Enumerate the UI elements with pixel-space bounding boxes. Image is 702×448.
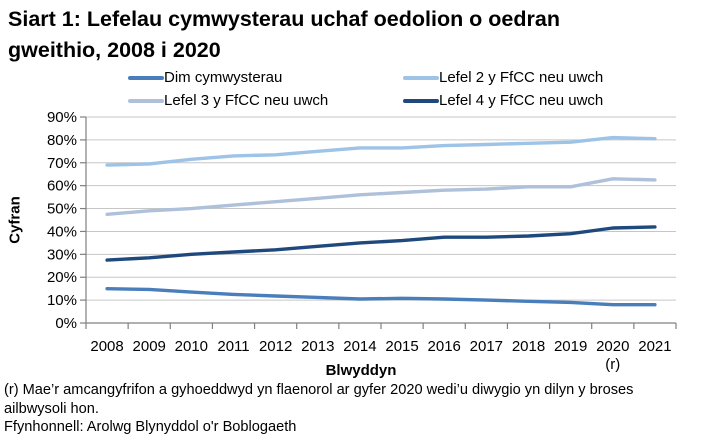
- x-tick-label: 2014: [343, 338, 376, 355]
- y-tick-label: 30%: [47, 246, 77, 263]
- x-tick-label: 2021: [638, 338, 671, 355]
- chart-title: Siart 1: Lefelau cymwysterau uchaf oedol…: [8, 7, 560, 62]
- x-tick-label: 2008: [90, 338, 123, 355]
- series-line-4: [105, 225, 657, 262]
- series-line-3: [105, 177, 657, 217]
- y-tick-label: 50%: [47, 201, 77, 218]
- x-tick-label: 2012: [259, 338, 292, 355]
- legend-line-swatch: [403, 76, 439, 80]
- x-tick-label: 2018: [512, 338, 545, 355]
- y-tick-label: 60%: [47, 178, 77, 195]
- legend-item-lefel-2: Lefel 2 y FfCC neu uwch: [403, 70, 603, 86]
- x-tick-label: 2015: [385, 338, 418, 355]
- x-tick-label: 2017: [470, 338, 503, 355]
- y-tick-label: 90%: [47, 109, 77, 126]
- y-tick-label: 80%: [47, 132, 77, 149]
- legend-item-lefel-3: Lefel 3 y FfCC neu uwch: [128, 93, 403, 109]
- x-tick-label: 2013: [301, 338, 334, 355]
- x-axis-title: Blwyddyn: [325, 362, 397, 379]
- legend-label: Lefel 2 y FfCC neu uwch: [439, 69, 604, 86]
- legend-item-dim-cymwysterau: Dim cymwysterau: [128, 70, 403, 86]
- revision-note: (r) Mae’r amcangyfrifon a gyhoeddwyd yn …: [4, 382, 634, 417]
- legend-label: Dim cymwysterau: [164, 69, 283, 86]
- x-tick-label: 2016: [428, 338, 461, 355]
- y-tick-label: 40%: [47, 223, 77, 240]
- chart-legend: Dim cymwysterau Lefel 2 y FfCC neu uwch …: [128, 70, 603, 109]
- legend-line-swatch: [403, 99, 439, 103]
- x-note-label: (r): [605, 356, 620, 373]
- x-tick-label: 2020: [596, 338, 629, 355]
- x-tick-label: 2011: [217, 338, 249, 355]
- y-tick-label: 10%: [47, 292, 77, 309]
- legend-item-lefel-4: Lefel 4 y FfCC neu uwch: [403, 93, 603, 109]
- legend-label: Lefel 3 y FfCC neu uwch: [164, 92, 329, 109]
- line-chart-plot: 0% 10% 20% 30% 40% 50% 60% 70% 80% 90% 2008 2009 201…: [47, 109, 677, 373]
- y-tick-label: 70%: [47, 155, 77, 172]
- x-tick-label: 2019: [554, 338, 587, 355]
- source-note: Ffynhonnell: Arolwg Blynyddol o'r Boblog…: [4, 419, 297, 436]
- series-line-1: [105, 287, 657, 307]
- x-tick-label: 2009: [133, 338, 166, 355]
- footnotes: (r) Mae’r amcangyfrifon a gyhoeddwyd yn …: [4, 381, 698, 437]
- legend-line-swatch: [128, 76, 164, 80]
- y-tick-label: 0%: [55, 315, 77, 332]
- y-tick-label: 20%: [47, 269, 77, 286]
- legend-label: Lefel 4 y FfCC neu uwch: [439, 92, 604, 109]
- x-tick-label: 2010: [175, 338, 208, 355]
- legend-line-swatch: [128, 99, 164, 103]
- series-line-2: [105, 135, 657, 167]
